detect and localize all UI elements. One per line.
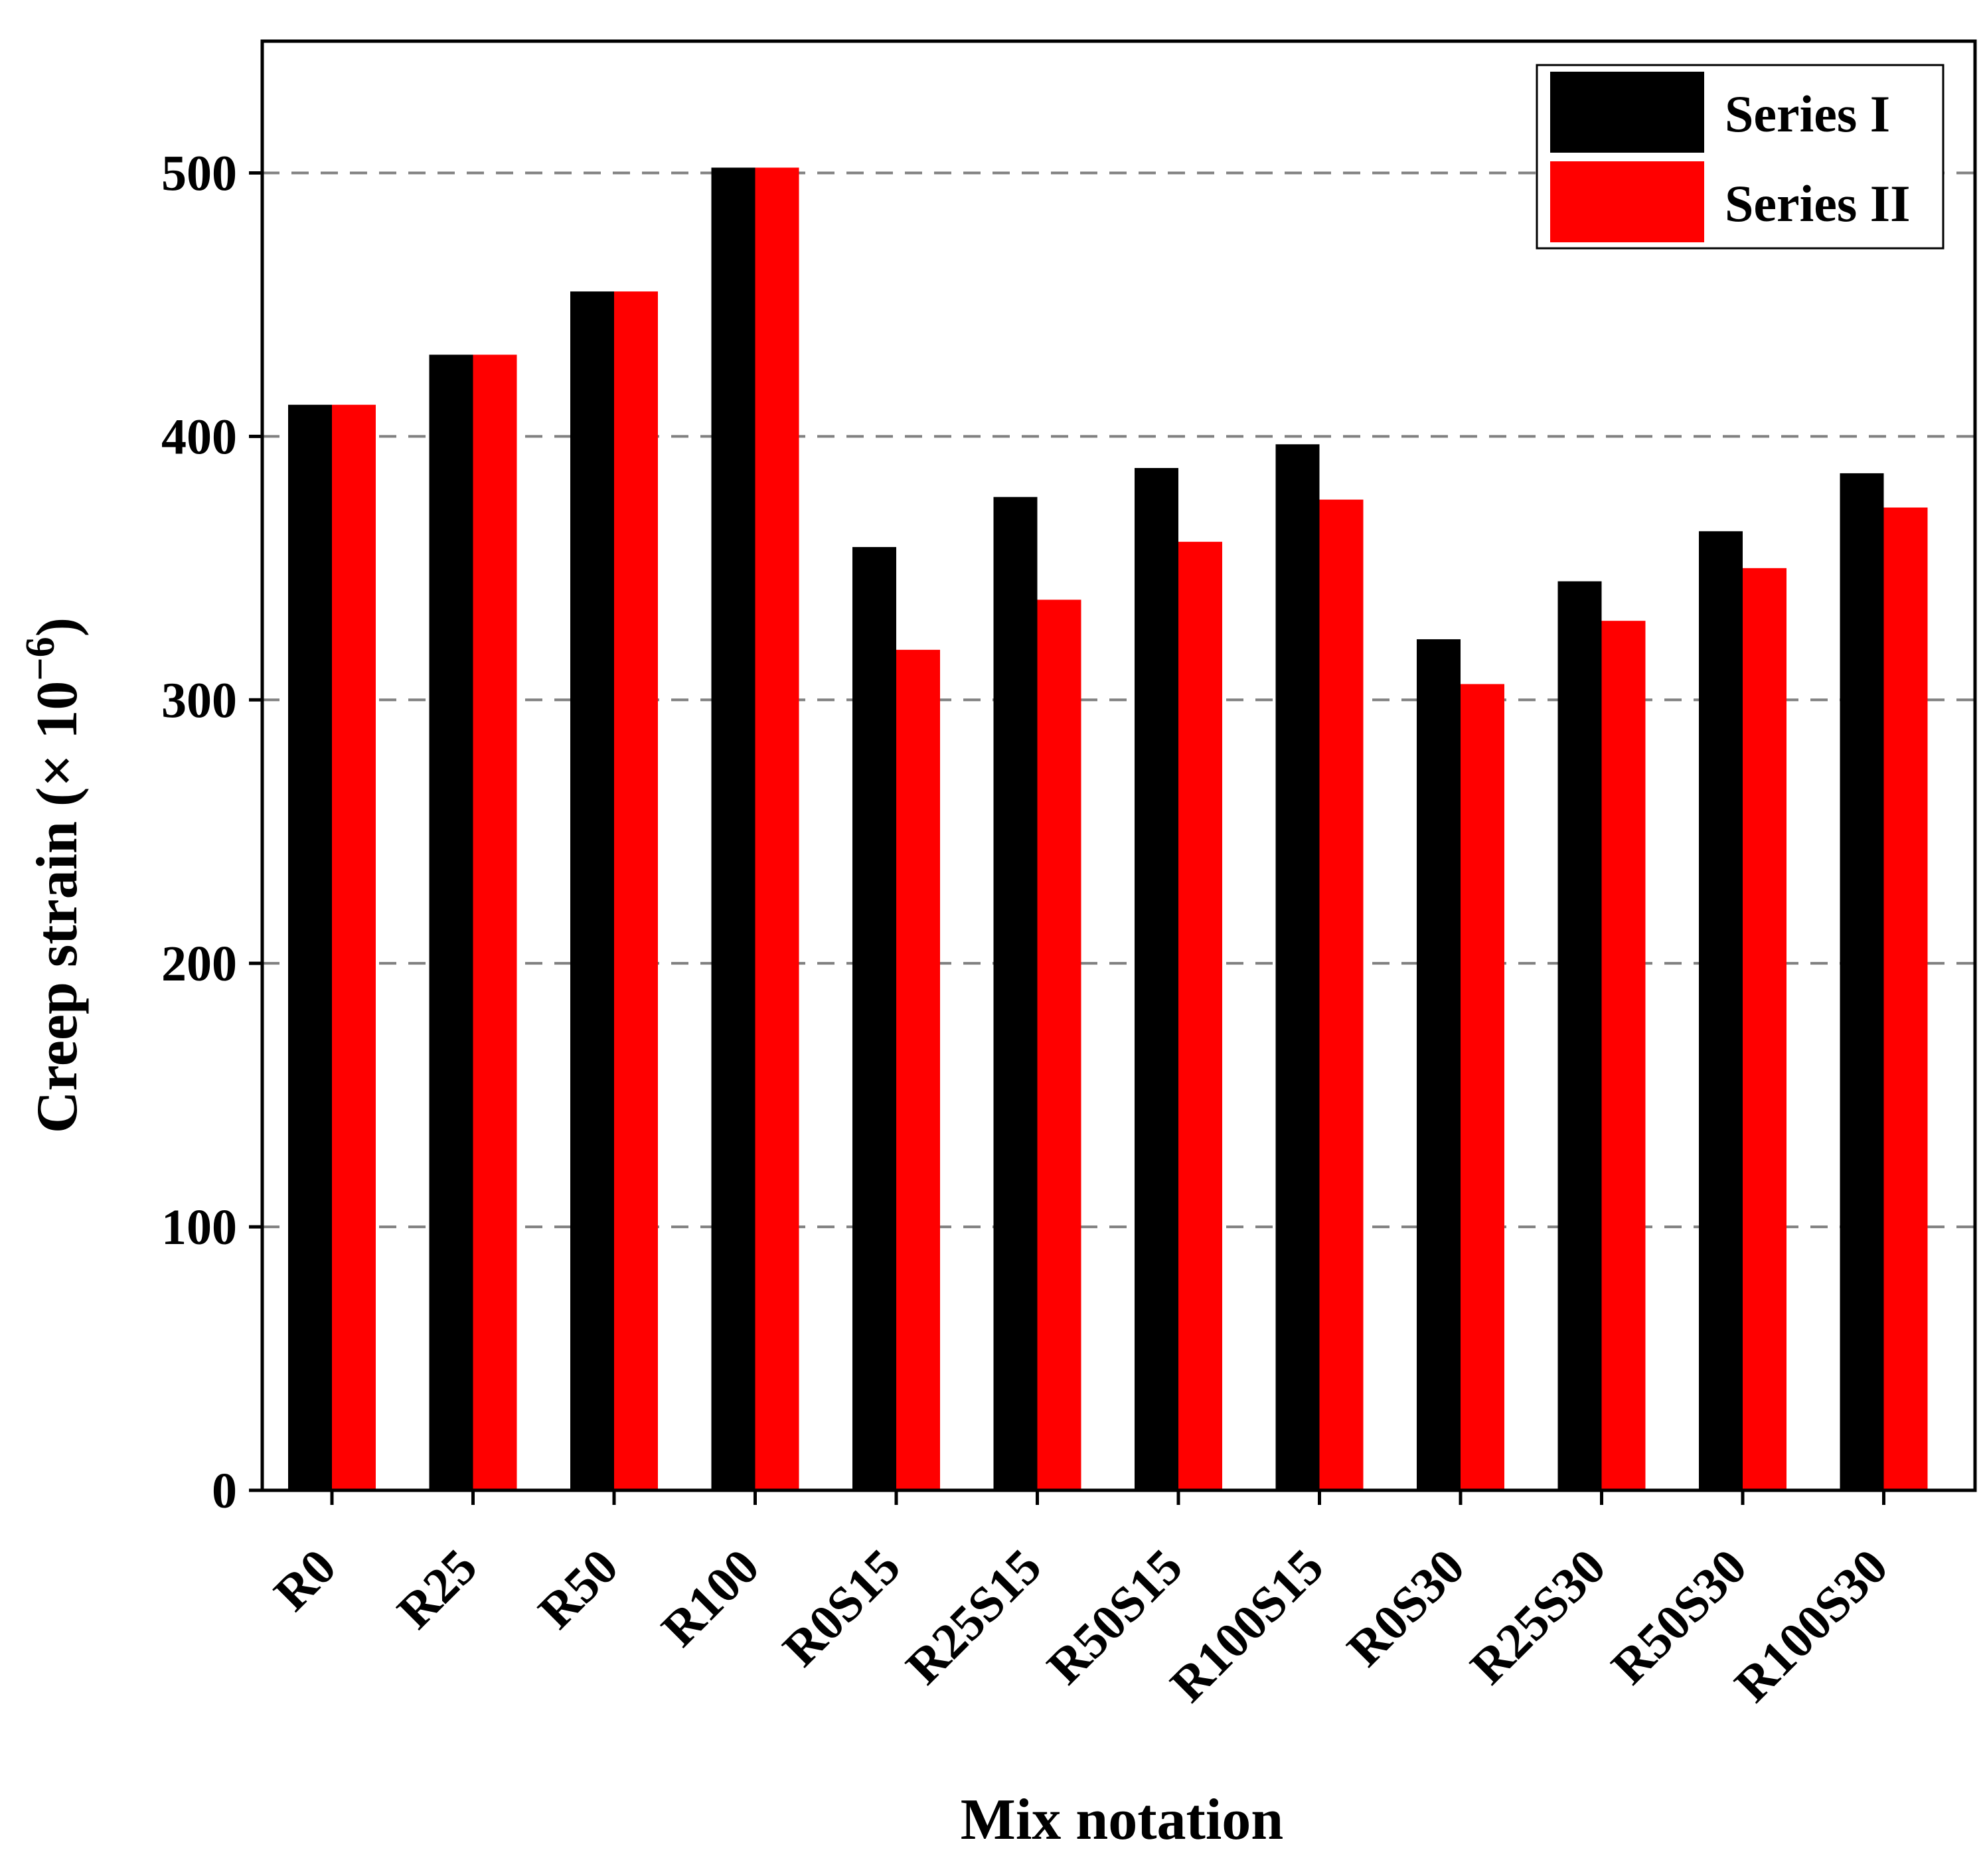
y-tick-label-500: 500 <box>161 145 237 201</box>
y-axis-title-exponent: −6 <box>18 637 63 680</box>
x-tick-label-r100s15: R100S15 <box>1160 1539 1334 1713</box>
bar-r100-series-1 <box>711 167 755 1490</box>
bar-r50s30-series-2 <box>1743 568 1786 1491</box>
bar-r25s30-series-2 <box>1601 621 1646 1491</box>
x-tick-label-r25s30: R25S30 <box>1460 1539 1617 1695</box>
bar-r100s30-series-1 <box>1840 473 1884 1490</box>
bar-r25s15-series-1 <box>993 497 1038 1490</box>
bar-r0s15-series-1 <box>852 547 896 1490</box>
x-tick-label-r25s15: R25S15 <box>896 1539 1052 1695</box>
y-tick-label-400: 400 <box>161 409 237 465</box>
y-axis-title: Creep strain (× 10−6) <box>18 617 90 1133</box>
y-tick-label-200: 200 <box>161 936 237 992</box>
x-tick-label-r100: R100 <box>651 1539 770 1658</box>
bar-r25-series-2 <box>473 354 517 1491</box>
bar-r25-series-1 <box>429 354 473 1491</box>
bar-r0-series-2 <box>332 404 376 1490</box>
bar-r50-series-2 <box>614 291 658 1491</box>
bar-r100s15-series-2 <box>1319 499 1364 1490</box>
legend-swatch-series-ii <box>1550 161 1704 242</box>
x-tick-label-r100s30: R100S30 <box>1724 1539 1898 1713</box>
bar-r25s15-series-2 <box>1037 599 1081 1490</box>
y-tick-label-0: 0 <box>212 1463 237 1519</box>
y-axis-title-close: ) <box>25 617 90 637</box>
x-axis-title: Mix notation <box>961 1788 1283 1852</box>
x-tick-label-r50: R50 <box>528 1539 629 1640</box>
y-axis-title-main: Creep strain (× 10 <box>25 681 90 1134</box>
bars <box>288 167 1928 1491</box>
bar-r0-series-1 <box>288 404 332 1490</box>
legend: Series I Series II <box>1536 64 1945 250</box>
bar-r50s15-series-1 <box>1135 467 1178 1491</box>
legend-swatch-series-i <box>1550 72 1704 153</box>
bar-r50s30-series-1 <box>1699 531 1743 1490</box>
bar-r100s30-series-2 <box>1883 507 1928 1491</box>
y-tick-label-300: 300 <box>161 672 237 728</box>
axis-ticks <box>249 171 1885 1505</box>
bar-r50-series-1 <box>570 291 614 1491</box>
bar-r0s30-series-1 <box>1417 639 1461 1490</box>
x-tick-label-r25: R25 <box>387 1539 488 1640</box>
bar-r100s15-series-1 <box>1275 444 1320 1490</box>
bar-r0s30-series-2 <box>1461 684 1504 1490</box>
legend-label-series-i: Series I <box>1725 85 1890 143</box>
y-tick-label-100: 100 <box>161 1200 237 1255</box>
bar-r25s30-series-1 <box>1557 581 1602 1491</box>
bar-r50s15-series-2 <box>1178 542 1222 1491</box>
bar-r0s15-series-2 <box>896 649 940 1490</box>
plot-frame <box>260 39 1977 1492</box>
x-tick-label-r0s15: R0S15 <box>772 1539 911 1678</box>
x-tick-label-r0: R0 <box>264 1539 347 1622</box>
grid-lines <box>262 171 1975 1229</box>
legend-label-series-ii: Series II <box>1725 175 1910 232</box>
x-tick-label-r0s30: R0S30 <box>1336 1539 1475 1678</box>
bar-r100-series-2 <box>755 167 799 1490</box>
